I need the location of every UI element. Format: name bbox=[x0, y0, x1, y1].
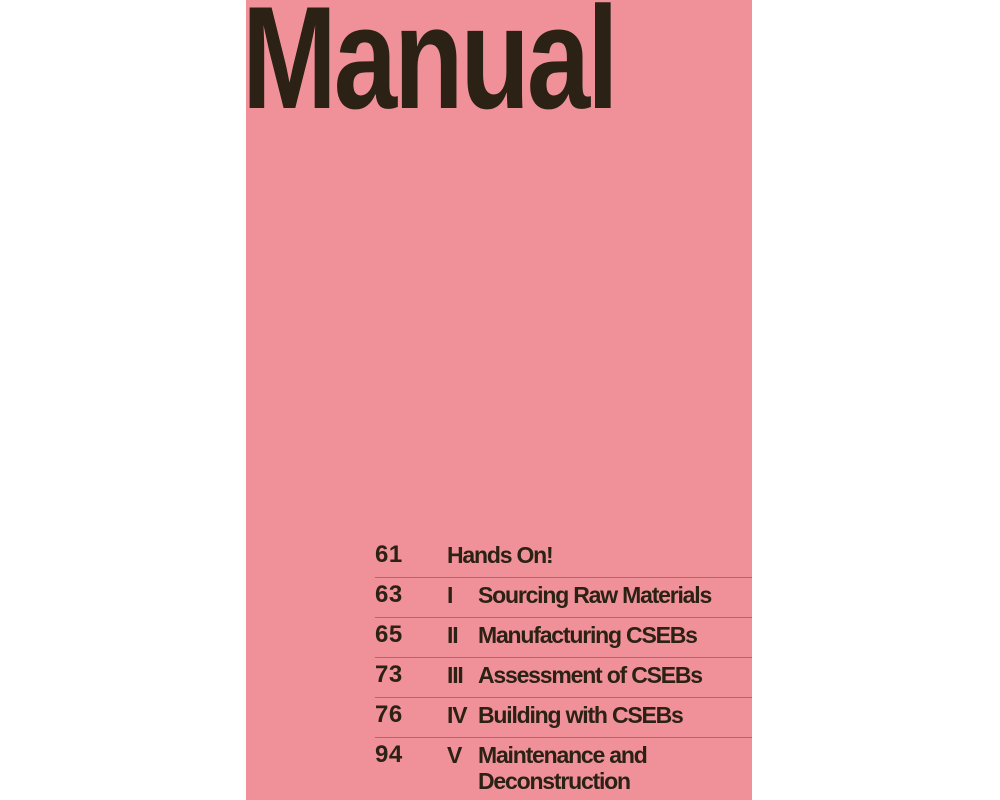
chapter-title: Manufacturing CSEBs bbox=[478, 622, 698, 648]
contents-entry: 65 II Manufacturing CSEBs bbox=[375, 618, 752, 658]
chapter-numeral: III bbox=[447, 662, 464, 688]
page-number: 73 bbox=[375, 661, 403, 688]
chapter-title: Building with CSEBs bbox=[478, 702, 684, 728]
chapter-title: Assessment of CSEBs bbox=[478, 662, 703, 688]
contents: 61 Hands On! 63 I Sourcing Raw Materials 65 II… bbox=[375, 538, 752, 794]
page-number: 63 bbox=[375, 581, 403, 608]
page-number: 65 bbox=[375, 621, 403, 648]
page-number: 61 bbox=[375, 541, 403, 568]
chapter-numeral: II bbox=[447, 622, 459, 648]
cover-title: Manual bbox=[246, 0, 619, 139]
cover-panel: Manual 61 Hands On! 63 I Sourcing Raw Materi… bbox=[246, 0, 752, 800]
chapter-title: Sourcing Raw Materials bbox=[478, 582, 712, 608]
contents-entry: 73 III Assessment of CSEBs bbox=[375, 658, 752, 698]
page-number: 76 bbox=[375, 701, 403, 728]
contents-entry: 61 Hands On! bbox=[375, 538, 752, 578]
chapter-title: Maintenance and Deconstruction bbox=[478, 742, 648, 794]
chapter-numeral: IV bbox=[447, 702, 468, 728]
chapter-numeral: I bbox=[447, 582, 453, 608]
chapter-numeral: V bbox=[447, 742, 462, 768]
page-number: 94 bbox=[375, 741, 403, 768]
contents-entry: 63 I Sourcing Raw Materials bbox=[375, 578, 752, 618]
contents-entry: 76 IV Building with CSEBs bbox=[375, 698, 752, 738]
section-title: Hands On! bbox=[447, 542, 554, 568]
contents-entry: 94 V Maintenance and Deconstruction bbox=[375, 738, 752, 795]
